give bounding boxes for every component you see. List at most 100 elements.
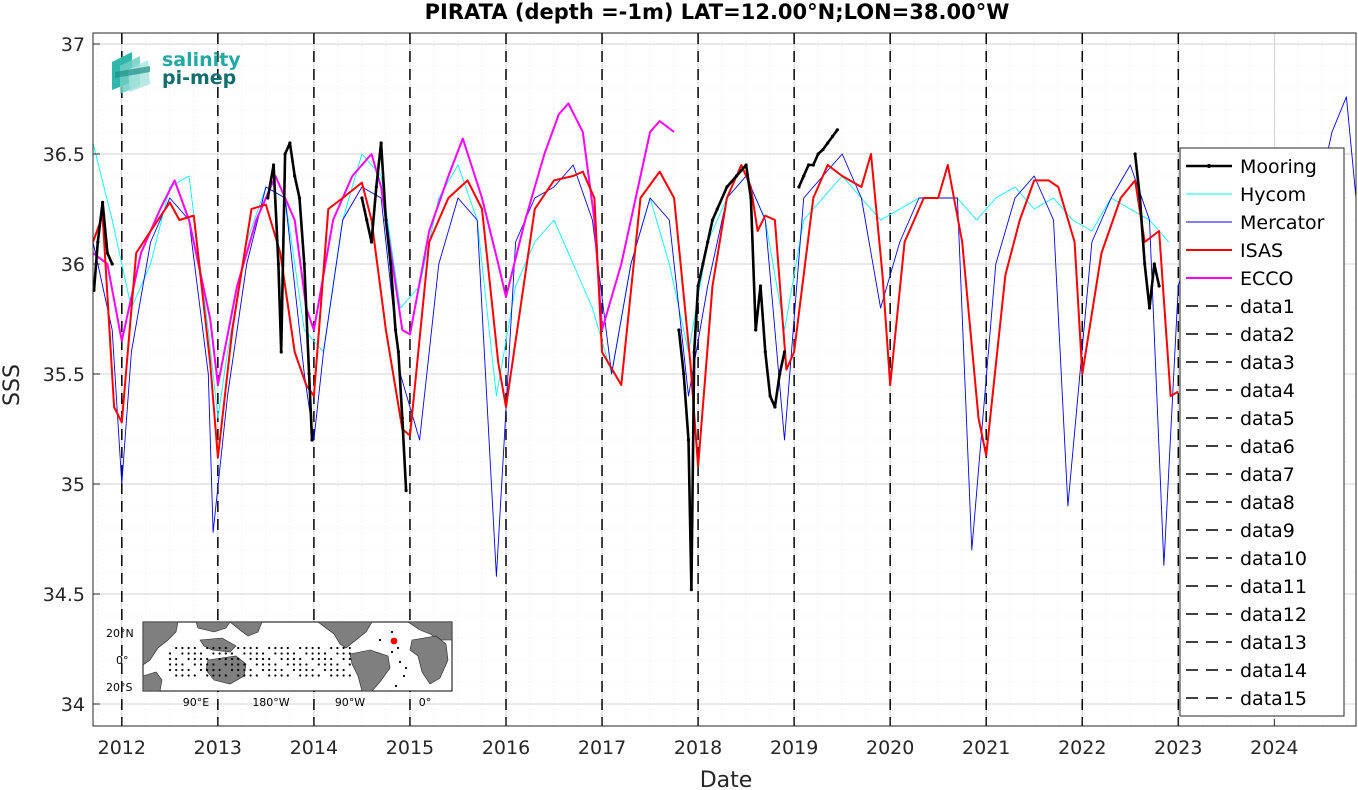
mooring-dot: [168, 668, 172, 672]
series-point-mooring: [749, 196, 753, 200]
mooring-dot: [292, 652, 296, 655]
series-point-mooring: [830, 134, 835, 138]
legend-label-mercator: Mercator: [1240, 212, 1325, 234]
series-point-mooring: [1157, 284, 1161, 288]
mooring-dot: [249, 646, 252, 650]
mooring-dot: [255, 646, 258, 650]
legend-label-data8: data8: [1240, 492, 1295, 514]
mooring-dot: [199, 668, 203, 672]
mooring-dot: [181, 652, 184, 655]
series-point-mooring: [811, 163, 815, 167]
series-line-mercator: [92, 96, 1357, 577]
mooring-dot: [286, 657, 289, 661]
mooring-dot: [342, 657, 345, 661]
mooring-dot: [218, 657, 221, 661]
mooring-dot: [206, 663, 209, 666]
mooring-dot: [305, 646, 308, 650]
series-point-mooring: [369, 240, 374, 244]
mooring-dot: [249, 674, 252, 677]
mooring-dot: [193, 663, 196, 666]
mooring-dot: [175, 657, 178, 661]
mooring-dot: [224, 674, 227, 677]
mooring-dot: [175, 674, 178, 677]
mooring-dot: [181, 646, 184, 650]
mooring-dot: [394, 684, 398, 688]
mooring-dot: [280, 646, 283, 650]
series-point-mooring: [754, 328, 758, 332]
mooring-dot: [268, 657, 271, 661]
mooring-dot: [342, 646, 345, 650]
mooring-dot: [378, 638, 382, 642]
mooring-dot: [212, 674, 215, 677]
mooring-dot: [292, 668, 296, 672]
mooring-dot: [323, 663, 327, 666]
mooring-array-dots: [168, 630, 408, 688]
series-point-mooring: [768, 394, 772, 398]
series-point-mooring: [821, 148, 825, 152]
mooring-dot: [317, 663, 320, 666]
mooring-dot: [218, 652, 221, 655]
mooring-dot: [402, 674, 406, 678]
mooring-dot: [348, 652, 351, 655]
mooring-dot: [398, 660, 402, 664]
series-point-mooring: [1133, 152, 1137, 156]
series-point-mooring: [293, 174, 297, 178]
mooring-dot: [311, 657, 314, 661]
series-point-mooring: [696, 284, 700, 288]
mooring-dot: [268, 663, 271, 666]
legend-label-data11: data11: [1240, 576, 1307, 598]
series-point-mooring: [279, 350, 283, 354]
series-point-mooring: [101, 200, 105, 204]
logo-text-pi-mep: pi-mep: [162, 67, 236, 89]
mooring-dot: [249, 668, 252, 672]
mooring-dot: [249, 652, 252, 655]
mooring-dot: [261, 663, 265, 666]
mooring-dot: [330, 646, 333, 650]
mooring-dot: [206, 646, 209, 650]
series-point-mooring: [400, 416, 404, 420]
series-point-mooring: [393, 328, 398, 332]
series-point-mooring: [283, 152, 287, 156]
mooring-dot: [230, 652, 234, 655]
mooring-dot: [305, 663, 308, 666]
mooring-dot: [243, 652, 246, 655]
mooring-dot: [193, 657, 196, 661]
salinity-pi-mep-logo: salinity pi-mep: [112, 49, 241, 94]
x-tick-label: 2023: [1154, 737, 1202, 759]
mooring-dot: [299, 674, 302, 677]
x-tick-label: 2012: [98, 737, 146, 759]
mooring-dot: [218, 674, 221, 677]
mooring-dot: [212, 652, 215, 655]
x-tick-label: 2013: [194, 737, 242, 759]
x-tick-label: 2014: [290, 737, 338, 759]
y-tick-label: 36: [61, 254, 85, 276]
mooring-dot: [168, 652, 172, 655]
mooring-dot: [336, 674, 339, 677]
mooring-dot: [342, 674, 345, 677]
series-point-mooring: [835, 128, 839, 132]
mooring-dot: [224, 652, 227, 655]
legend-label-isas: ISAS: [1240, 240, 1283, 262]
mooring-dot: [336, 652, 339, 655]
mooring-dot: [317, 674, 320, 677]
mooring-dot: [175, 646, 178, 650]
series-point-mooring: [396, 350, 401, 354]
legend-label-data14: data14: [1240, 660, 1307, 682]
legend-label-data12: data12: [1240, 604, 1307, 626]
mooring-dot: [187, 652, 190, 655]
inset-map-ocean: [142, 621, 453, 692]
mooring-dot: [187, 646, 190, 650]
series-point-mooring: [360, 196, 364, 200]
mooring-dot: [396, 646, 400, 650]
legend-label-mooring: Mooring: [1240, 156, 1317, 178]
legend-label-data13: data13: [1240, 632, 1307, 654]
series-point-mooring: [276, 262, 280, 266]
series-point-mooring: [725, 185, 729, 189]
mooring-dot: [323, 657, 327, 661]
map-lon-label-0: 0°: [419, 696, 432, 709]
mooring-dot: [237, 646, 240, 650]
mooring-dot: [274, 668, 277, 672]
y-tick-label: 34.5: [43, 584, 85, 606]
mooring-dot: [181, 674, 184, 677]
